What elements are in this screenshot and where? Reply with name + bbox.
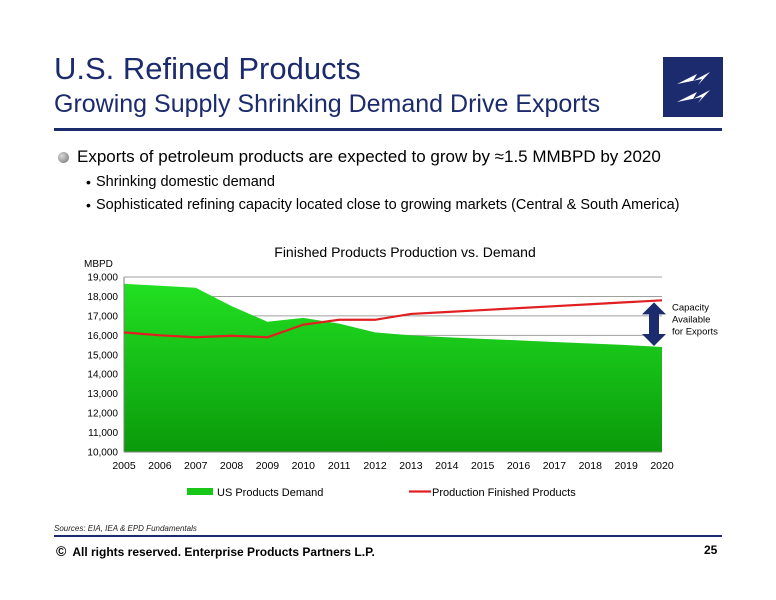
- copyright-notice: © All rights reserved. Enterprise Product…: [56, 543, 375, 559]
- y-tick-label: 14,000: [87, 370, 118, 381]
- sources-note: Sources: EIA, IEA & EPD Fundamentals: [54, 524, 197, 533]
- page-title: U.S. Refined Products: [54, 51, 361, 86]
- x-tick-label: 2013: [399, 460, 423, 472]
- x-tick-label: 2020: [650, 460, 674, 472]
- x-tick-label: 2012: [363, 460, 387, 472]
- y-tick-label: 13,000: [87, 389, 118, 400]
- y-tick-label: 11,000: [88, 428, 118, 439]
- y-tick-label: 17,000: [87, 311, 118, 322]
- production-demand-chart: Finished Products Production vs. Demand M…: [54, 240, 730, 512]
- y-axis-label: MBPD: [84, 259, 113, 270]
- y-tick-label: 12,000: [87, 409, 118, 420]
- y-tick-label: 15,000: [87, 350, 118, 361]
- annotation-text: for Exports: [672, 326, 718, 337]
- header-divider: [54, 128, 722, 131]
- x-tick-label: 2014: [435, 460, 459, 472]
- annotation-text: Available: [672, 314, 710, 325]
- y-tick-label: 19,000: [87, 273, 118, 284]
- x-tick-label: 2019: [614, 460, 638, 472]
- x-tick-label: 2007: [184, 460, 208, 472]
- page-subtitle: Growing Supply Shrinking Demand Drive Ex…: [54, 90, 601, 118]
- x-tick-label: 2018: [579, 460, 603, 472]
- production-line: [123, 299, 663, 339]
- x-tick-label: 2010: [292, 460, 316, 472]
- legend-label-production: Production Finished Products: [432, 487, 576, 499]
- sub-bullet: Shrinking domestic demand: [96, 174, 275, 190]
- footer-divider: [54, 535, 722, 537]
- capacity-arrow-icon: [642, 302, 666, 346]
- bullet-sphere-icon: [58, 152, 69, 163]
- sub-bullet: Sophisticated refining capacity located …: [96, 197, 680, 213]
- y-tick-label: 10,000: [87, 448, 118, 459]
- legend-label-demand: US Products Demand: [217, 487, 323, 499]
- main-bullet: Exports of petroleum products are expect…: [77, 147, 661, 166]
- x-tick-label: 2017: [543, 460, 567, 472]
- x-tick-label: 2015: [471, 460, 495, 472]
- x-tick-label: 2006: [148, 460, 172, 472]
- x-tick-label: 2016: [507, 460, 531, 472]
- chart-title: Finished Products Production vs. Demand: [274, 244, 535, 260]
- legend-swatch-demand: [187, 488, 213, 495]
- x-tick-label: 2011: [328, 460, 351, 472]
- sub-bullet-dot-icon: •: [86, 197, 91, 213]
- page-number: 25: [704, 543, 718, 557]
- y-tick-label: 18,000: [87, 292, 118, 303]
- x-tick-label: 2008: [220, 460, 244, 472]
- y-tick-label: 16,000: [87, 331, 118, 342]
- annotation-text: Capacity: [672, 302, 709, 313]
- copyright-icon: ©: [56, 543, 67, 559]
- copyright-text: All rights reserved. Enterprise Products…: [72, 545, 375, 559]
- x-tick-label: 2005: [112, 460, 136, 472]
- sub-bullet-dot-icon: •: [86, 174, 91, 190]
- company-logo-icon: [663, 57, 723, 117]
- x-tick-label: 2009: [256, 460, 280, 472]
- demand-area: [124, 283, 662, 452]
